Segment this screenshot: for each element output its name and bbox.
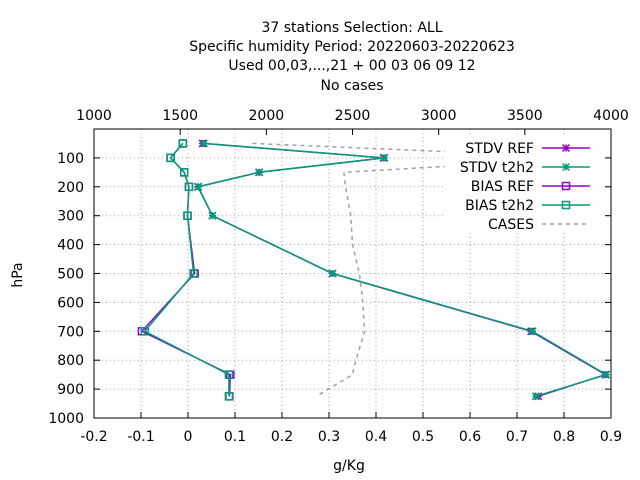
data-point [166,153,175,163]
legend-marker-stdv-t2h2 [561,162,571,172]
x-tick-label: 0 [184,429,193,445]
x-axis-label: g/Kg [333,458,365,474]
series-line [143,142,230,397]
series-stdv-t2h2 [194,139,611,401]
x2-tick-label: 1500 [162,108,198,124]
y-tick-label: 500 [57,267,84,283]
x-tick-label: -0.2 [80,429,107,445]
data-point [183,211,192,220]
x-tick-label: 0.1 [224,429,246,445]
y-tick-label: 300 [57,209,84,225]
legend-label-cases: CASES [488,217,534,233]
data-point [199,139,209,148]
data-point [194,182,203,191]
x-tick-label: 0.8 [553,429,575,445]
legend-label-stdv-ref: STDV REF [465,141,534,157]
y-tick-label: 700 [57,324,84,340]
x2-tick-label: 4000 [593,108,629,124]
data-point [224,370,234,379]
x-tick-label: 0.2 [271,429,293,445]
series-bias-t2h2 [140,139,234,401]
x2-tick-label: 2000 [249,108,285,124]
chart-title-line-4: No cases [321,78,384,94]
x-tick-label: 0.5 [412,429,434,445]
legend-marker-stdv-ref [561,143,571,153]
series-line [140,142,232,397]
y-tick-label: 600 [57,295,84,311]
x2-tick-label: 1000 [76,108,112,124]
y-tick-label: 800 [57,353,84,369]
legend-label-bias-t2h2: BIAS t2h2 [465,198,534,214]
series-layer [137,139,611,401]
data-point [224,392,234,401]
data-point [602,370,611,379]
series-cases [252,142,594,397]
x2-tick-label: 3500 [507,108,543,124]
x2-tick-label: 3000 [421,108,457,124]
data-point [328,269,337,278]
y-tick-label: 900 [57,382,84,398]
y-tick-label: 100 [57,151,84,167]
data-point [140,327,150,336]
chart-title-line-2: Specific humidity Period: 20220603-20220… [189,39,515,55]
data-point [380,153,389,162]
series-line [252,142,594,397]
legend: STDV REF STDV t2h2 BIAS REF BIAS t2h2 CASES [445,136,605,233]
chart-title-line-3: Used 00,03,...,21 + 00 03 06 09 12 [228,58,475,74]
plot-frame [93,128,612,419]
y-tick-label: 1000 [48,411,84,427]
x-tick-label: -0.1 [127,429,154,445]
legend-marker-bias-t2h2 [561,200,571,210]
x2-tick-label: 2500 [335,108,371,124]
x-tick-label: 0.6 [459,429,481,445]
chart-title-line-1: 37 stations Selection: ALL [261,20,442,36]
x-tick-label: 0.9 [600,429,622,445]
y-tick-label: 200 [57,180,84,196]
y-axis-label: hPa [10,262,26,287]
legend-label-stdv-t2h2: STDV t2h2 [460,160,534,176]
data-point [179,168,189,177]
x-tick-label: 0.4 [365,429,387,445]
data-point [255,168,264,177]
legend-label-bias-ref: BIAS REF [471,179,534,195]
legend-marker-bias-ref [561,181,571,191]
data-point [178,139,188,148]
data-point [531,392,540,401]
x-tick-label: 0.7 [506,429,528,445]
legend-background [445,136,605,232]
data-point [189,269,198,278]
x-tick-label: 0.3 [318,429,340,445]
data-point [208,211,217,220]
data-point [528,327,537,336]
axes-layer: -0.2 -0.1 0 0.1 0.2 0.3 0.4 0.5 0.6 0.7 0.8 0.9 1000… [48,108,628,445]
y-tick-label: 400 [57,238,84,254]
data-point [184,182,194,192]
